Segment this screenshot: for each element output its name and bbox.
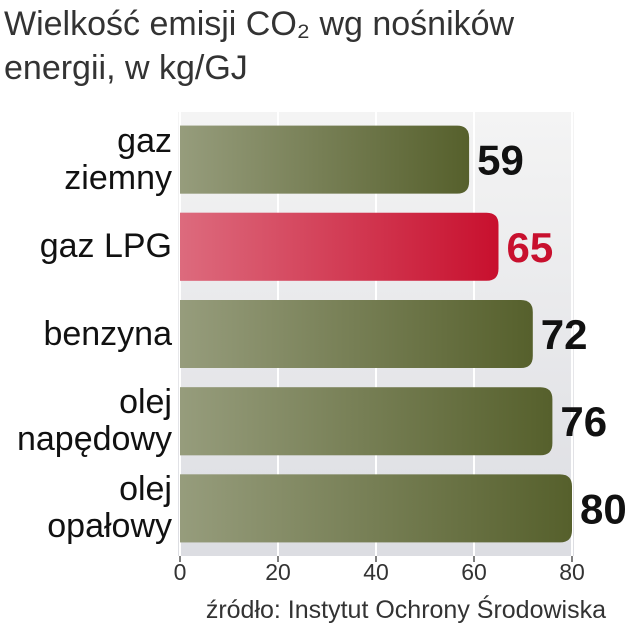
category-label: gaz ziemny: [64, 121, 172, 197]
chart-title: Wielkość emisji CO₂ wg nośników energii,…: [4, 5, 515, 87]
x-tick-label: 20: [265, 559, 291, 585]
source-note: źródło: Instytut Ochrony Środowiska: [205, 596, 606, 624]
category-label: olej opałowy: [47, 470, 172, 546]
bar-shine: [180, 474, 572, 543]
category-label: olej napędowy: [16, 383, 172, 459]
value-label: 76: [560, 398, 607, 445]
value-label: 80: [580, 485, 626, 532]
category-label: gaz LPG: [39, 227, 172, 266]
x-tick-label: 0: [174, 559, 187, 585]
value-label: 72: [541, 311, 588, 358]
value-label: 59: [477, 137, 524, 184]
bar-shine: [180, 125, 470, 194]
bar-shine: [180, 387, 553, 456]
x-tick-label: 80: [559, 559, 585, 585]
value-label: 65: [507, 224, 554, 271]
x-tick-label: 40: [363, 559, 389, 585]
bar-shine: [180, 300, 533, 368]
bar-shine: [180, 212, 499, 281]
category-label: benzyna: [43, 314, 172, 353]
x-tick-label: 60: [461, 559, 487, 585]
